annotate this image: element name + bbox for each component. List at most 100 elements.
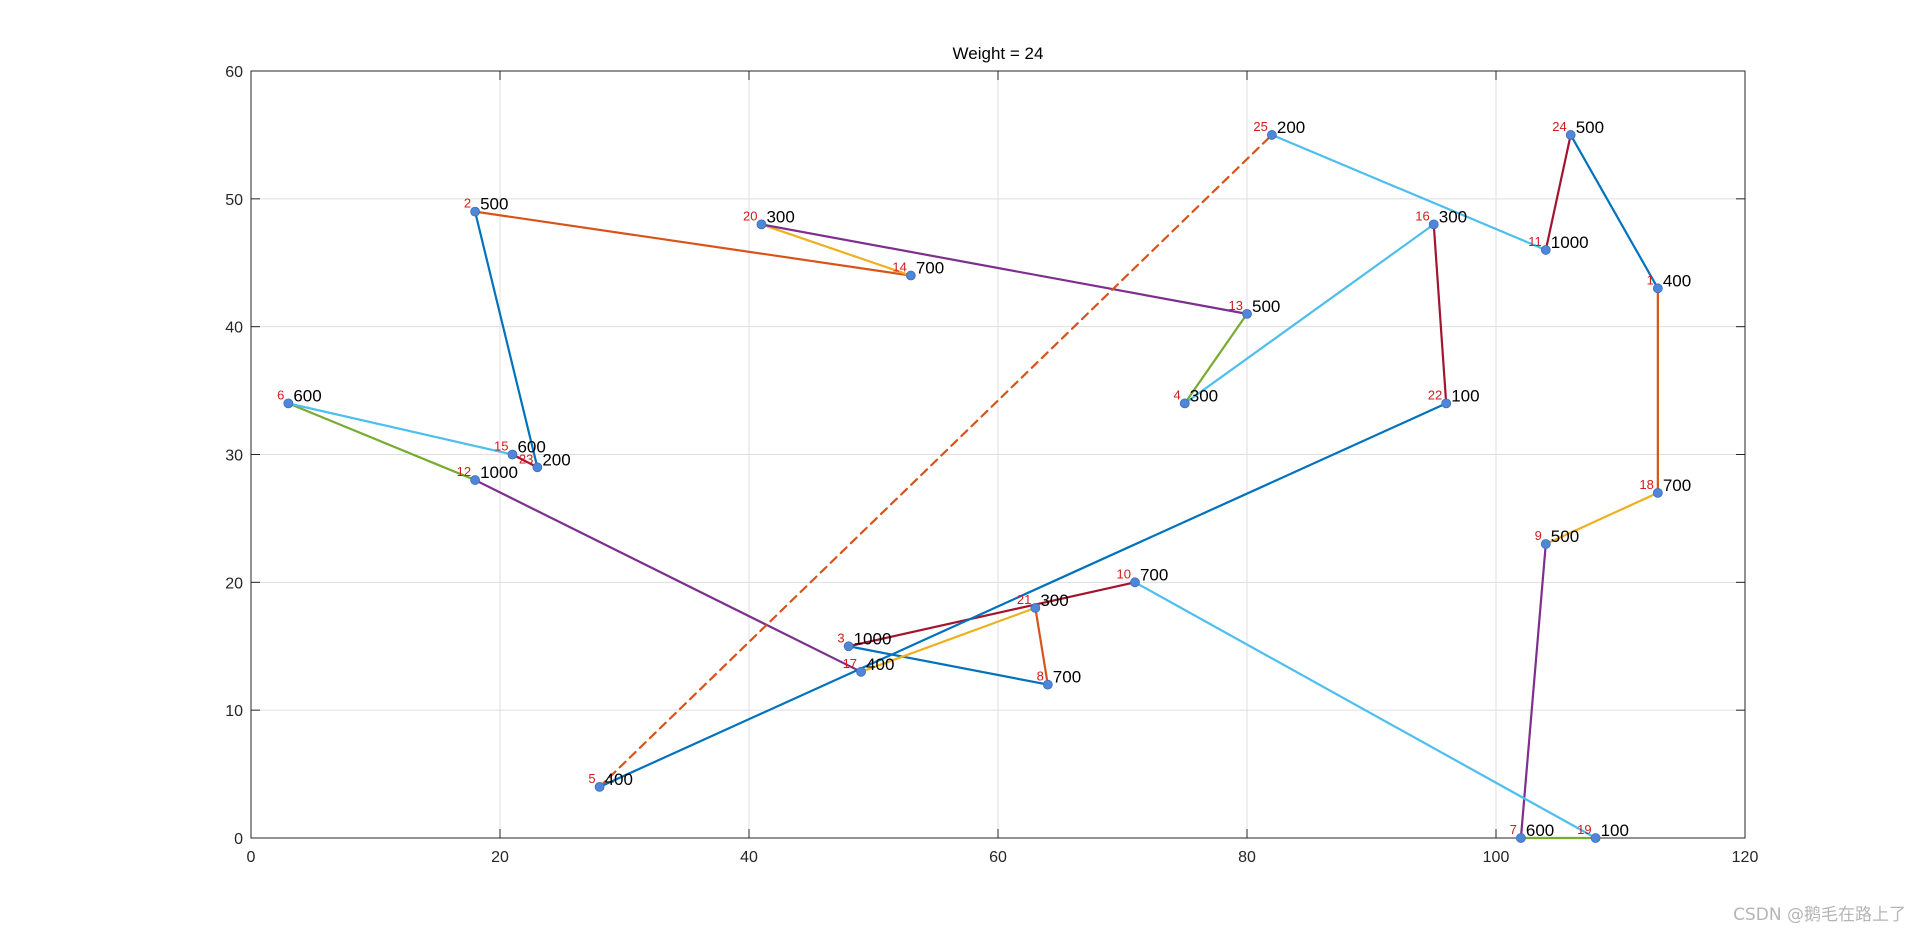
y-tick-label: 30: [225, 448, 243, 465]
node-marker-3: [843, 641, 854, 652]
node-weight-label: 300: [1190, 386, 1218, 405]
y-tick-label: 50: [225, 192, 243, 209]
node-marker-18: [1652, 487, 1663, 498]
node-id-label: 14: [892, 260, 906, 275]
edge-line-8-21: [1034, 606, 1049, 686]
edge-line-25-11: [1270, 133, 1547, 252]
label-layer: 1 400 2 500 3 1000 4 300 5 400 6 600 7 600 8 700 9 500 10 7…: [277, 118, 1691, 840]
node-id-label: 4: [1174, 387, 1181, 402]
node-id-label: 18: [1639, 477, 1653, 492]
node-marker-2: [470, 206, 481, 217]
node-marker-17: [856, 666, 866, 677]
node-id-label: 12: [457, 464, 471, 479]
node-marker-22: [1441, 398, 1452, 409]
node-id-label: 3: [837, 630, 844, 645]
node-marker-5: [594, 781, 605, 792]
node-weight-label: 600: [1526, 821, 1554, 840]
node-weight-label: 700: [1663, 476, 1691, 495]
edge-line-9-7: [1519, 542, 1547, 840]
edge-line-24-1: [1569, 133, 1659, 290]
node-weight-label: 100: [1451, 386, 1479, 405]
edge-line-4-16: [1183, 223, 1435, 405]
node-marker-25: [1267, 130, 1277, 140]
node-weight-label: 500: [1551, 527, 1579, 546]
edge-line-16-22: [1432, 223, 1448, 405]
node-layer: [283, 130, 1663, 843]
watermark: CSDN @鹅毛在路上了: [1733, 905, 1906, 925]
node-id-label: 15: [494, 439, 508, 454]
node-weight-label: 1000: [480, 463, 518, 482]
edge-line-5-25: [598, 133, 1274, 788]
node-marker-16: [1428, 219, 1439, 230]
node-marker-10: [1130, 577, 1140, 588]
node-weight-label: 200: [542, 450, 570, 469]
node-marker-9: [1540, 539, 1551, 549]
grid-layer: [250, 70, 1746, 839]
node-weight-label: 200: [1277, 118, 1305, 137]
edge-line-10-3: [847, 581, 1137, 648]
node-id-label: 25: [1253, 119, 1267, 134]
edge-line-6-15: [287, 402, 514, 456]
node-marker-1: [1652, 283, 1663, 294]
node-weight-label: 600: [293, 386, 321, 405]
x-tick-label: 40: [740, 849, 758, 866]
node-marker-6: [283, 398, 294, 409]
node-id-label: 23: [519, 451, 533, 466]
node-id-label: 20: [743, 208, 757, 223]
y-tick-label: 0: [234, 831, 243, 848]
y-tick-label: 60: [225, 64, 243, 81]
node-marker-19: [1590, 833, 1601, 843]
node-weight-label: 300: [1040, 591, 1068, 610]
node-weight-label: 600: [517, 438, 545, 457]
node-id-label: 5: [588, 771, 595, 786]
edge-line-11-24: [1544, 133, 1572, 252]
node-id-label: 24: [1552, 119, 1566, 134]
y-tick-label: 20: [225, 575, 243, 592]
edge-line-13-4: [1183, 312, 1249, 405]
chart-title: Weight = 24: [953, 44, 1044, 63]
node-weight-label: 500: [1576, 118, 1604, 137]
edge-line-17-12: [474, 478, 863, 673]
node-weight-label: 100: [1601, 821, 1629, 840]
node-id-label: 17: [843, 656, 857, 671]
node-id-label: 6: [277, 387, 284, 402]
node-id-label: 7: [1510, 822, 1517, 837]
node-marker-14: [905, 270, 916, 281]
node-id-label: 1: [1647, 272, 1654, 287]
node-id-label: 11: [1528, 234, 1542, 249]
edge-line-18-9: [1544, 491, 1659, 546]
node-id-label: 21: [1017, 592, 1031, 607]
edge-layer: [287, 133, 1659, 840]
node-weight-label: 1000: [1551, 233, 1589, 252]
x-tick-label: 100: [1483, 849, 1510, 866]
node-id-label: 19: [1577, 822, 1591, 837]
edge-line-20-13: [760, 223, 1249, 315]
node-id-label: 13: [1229, 298, 1243, 313]
y-tick-label: 10: [225, 703, 243, 720]
node-marker-11: [1540, 245, 1551, 255]
node-id-label: 2: [464, 196, 471, 211]
edge-line-12-6: [287, 402, 477, 482]
node-weight-label: 300: [766, 207, 794, 226]
node-marker-7: [1516, 833, 1526, 843]
node-marker-15: [507, 449, 518, 460]
node-weight-label: 700: [1053, 668, 1081, 687]
node-weight-label: 400: [1663, 271, 1691, 290]
x-tick-label: 20: [491, 849, 509, 866]
node-weight-label: 700: [1140, 565, 1168, 584]
node-id-label: 16: [1415, 208, 1429, 223]
x-tick-label: 120: [1732, 849, 1759, 866]
node-marker-21: [1030, 603, 1041, 613]
node-weight-label: 500: [480, 195, 508, 214]
node-marker-13: [1242, 308, 1252, 319]
x-tick-label: 0: [247, 849, 256, 866]
edge-line-3-8: [847, 645, 1049, 686]
edge-line-21-17: [859, 606, 1037, 673]
node-marker-4: [1179, 398, 1190, 409]
node-marker-20: [756, 219, 767, 230]
node-marker-12: [470, 475, 481, 485]
node-id-label: 10: [1116, 566, 1130, 581]
edge-line-19-10: [1133, 581, 1597, 840]
